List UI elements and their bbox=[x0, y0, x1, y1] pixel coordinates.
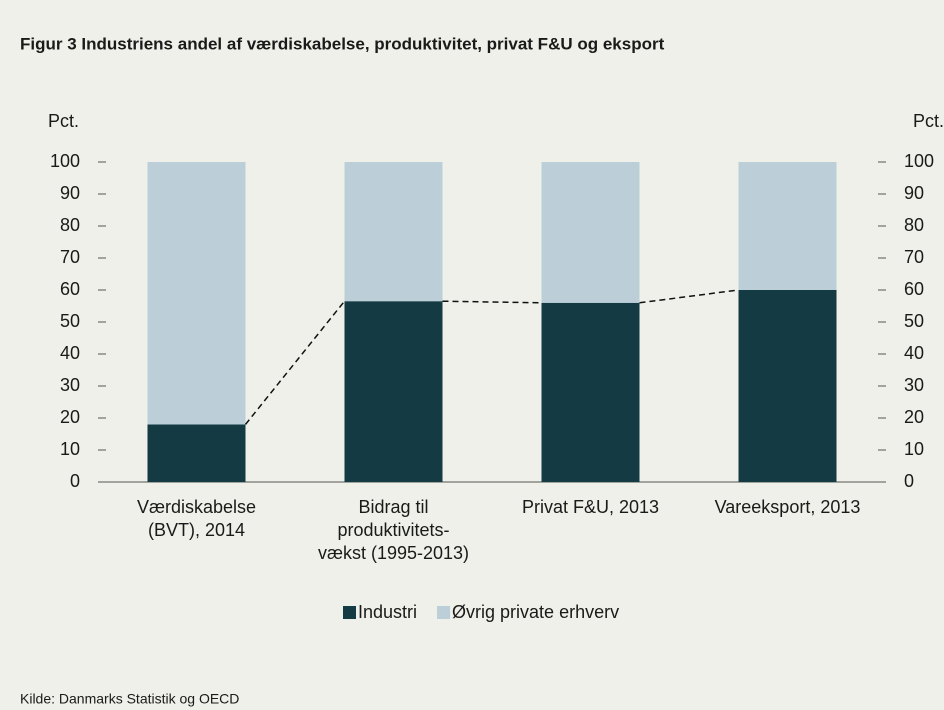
bar-segment bbox=[738, 290, 837, 482]
bar-segment bbox=[541, 162, 640, 303]
connector-line bbox=[639, 289, 739, 304]
bar-segment bbox=[147, 424, 246, 482]
connector-line bbox=[442, 300, 542, 304]
legend-swatch bbox=[343, 606, 356, 619]
x-tick-label: Privat F&U, 2013 bbox=[522, 497, 659, 517]
y2-tick-label: 0 bbox=[904, 471, 914, 491]
x-tick-label: Vareeksport, 2013 bbox=[715, 497, 861, 517]
y2-axis-label: Pct. bbox=[913, 111, 944, 131]
y-tick-label: 80 bbox=[60, 215, 80, 235]
y-tick-label: 90 bbox=[60, 183, 80, 203]
y2-tick-label: 90 bbox=[904, 183, 924, 203]
y2-tick-label: 20 bbox=[904, 407, 924, 427]
y-tick-label: 10 bbox=[60, 439, 80, 459]
x-tick-label: Bidrag til produktivitets-vækst (1995-201… bbox=[318, 497, 469, 563]
y2-tick-label: 10 bbox=[904, 439, 924, 459]
y2-tick-label: 40 bbox=[904, 343, 924, 363]
bar-segment bbox=[344, 301, 443, 482]
y-tick-label: 0 bbox=[70, 471, 80, 491]
bar-segment bbox=[147, 162, 246, 425]
source: Kilde: Danmarks Statistik og OECD bbox=[20, 691, 239, 707]
chart-title: Figur 3 Industriens andel af værdiskabel… bbox=[20, 34, 665, 53]
y-tick-label: 70 bbox=[60, 247, 80, 267]
bar-segment bbox=[344, 162, 443, 302]
y2-tick-label: 70 bbox=[904, 247, 924, 267]
x-tick-label: Værdiskabelse (BVT), 2014 bbox=[137, 497, 256, 540]
y2-tick-label: 60 bbox=[904, 279, 924, 299]
y-tick-label: 50 bbox=[60, 311, 80, 331]
y-axis-label: Pct. bbox=[48, 111, 79, 131]
y2-tick-label: 100 bbox=[904, 151, 934, 171]
connector-line bbox=[244, 300, 346, 425]
bar-segment bbox=[738, 162, 837, 290]
y-tick-label: 60 bbox=[60, 279, 80, 299]
legend-label: Øvrig private erhverv bbox=[452, 602, 619, 622]
y-tick-label: 30 bbox=[60, 375, 80, 395]
bar-segment bbox=[541, 302, 640, 482]
y-tick-label: 20 bbox=[60, 407, 80, 427]
y-tick-label: 40 bbox=[60, 343, 80, 363]
y2-tick-label: 30 bbox=[904, 375, 924, 395]
y-tick-label: 100 bbox=[50, 151, 80, 171]
legend-swatch bbox=[437, 606, 451, 619]
y2-tick-label: 50 bbox=[904, 311, 924, 331]
y2-tick-label: 80 bbox=[904, 215, 924, 235]
legend-label: Industri bbox=[358, 602, 417, 622]
